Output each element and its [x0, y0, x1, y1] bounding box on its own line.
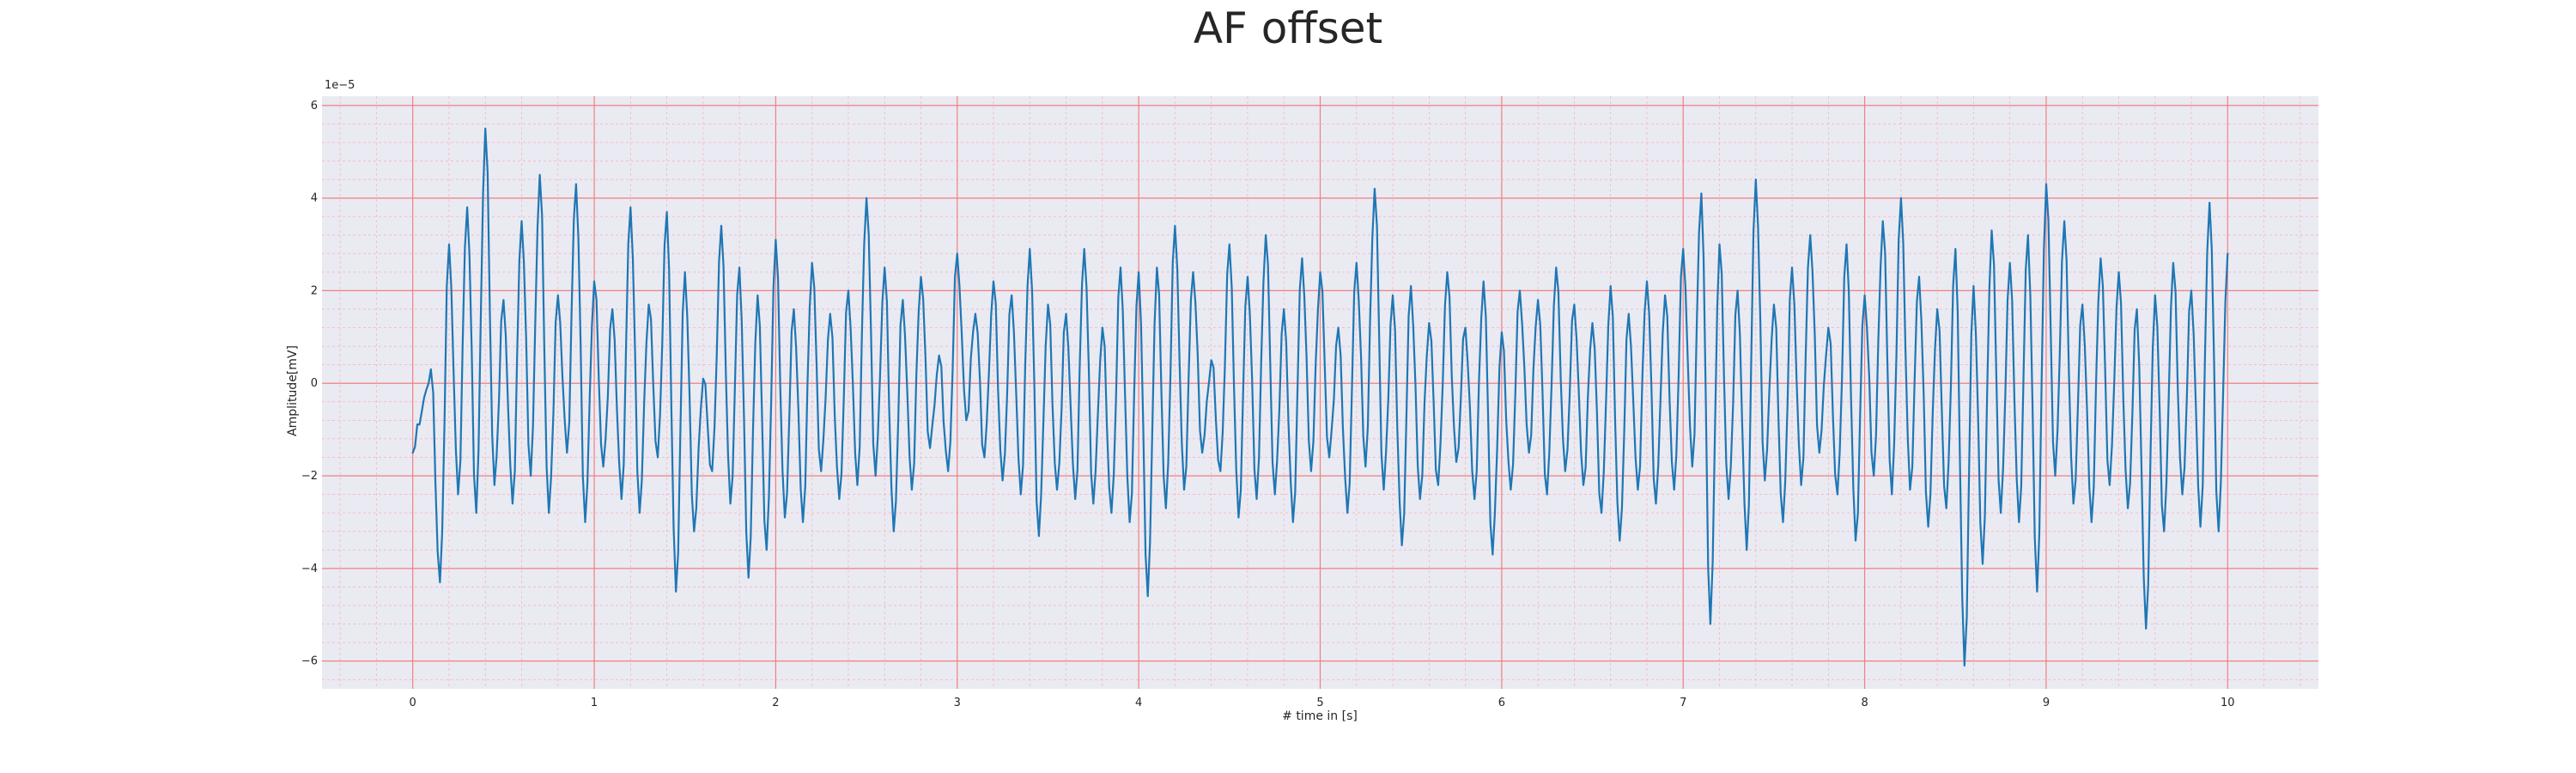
x-tick-label: 4 — [1135, 697, 1142, 709]
x-tick-label: 1 — [591, 697, 598, 709]
x-tick-label: 6 — [1498, 697, 1505, 709]
x-tick-labels: 0 1 2 3 4 5 6 7 8 9 10 — [410, 697, 2235, 709]
x-tick-label: 9 — [2043, 697, 2050, 709]
y-tick-labels: −6 −4 −2 0 2 4 6 — [301, 100, 318, 668]
x-tick-label: 8 — [1861, 697, 1868, 709]
chart-title: AF offset — [1194, 3, 1382, 53]
x-tick-label: 10 — [2221, 697, 2235, 709]
x-tick-label: 0 — [410, 697, 416, 709]
x-axis-label: # time in [s] — [1282, 709, 1358, 723]
major-gridlines — [322, 96, 2318, 689]
y-tick-label: 2 — [311, 284, 318, 297]
minor-gridlines — [322, 96, 2318, 689]
y-tick-label: −4 — [301, 563, 318, 575]
y-tick-label: 0 — [311, 377, 318, 390]
x-tick-label: 2 — [772, 697, 779, 709]
series-line — [411, 127, 2229, 667]
y-axis-label: Amplitude[mV] — [286, 345, 300, 436]
x-tick-label: 7 — [1680, 697, 1686, 709]
x-tick-label: 5 — [1316, 697, 1323, 709]
y-tick-label: 4 — [311, 192, 318, 205]
x-tick-label: 3 — [954, 697, 961, 709]
y-scale-label: 1e−5 — [325, 79, 355, 92]
y-tick-label: 6 — [311, 100, 318, 113]
y-tick-label: −2 — [301, 470, 318, 483]
y-tick-label: −6 — [301, 655, 318, 668]
